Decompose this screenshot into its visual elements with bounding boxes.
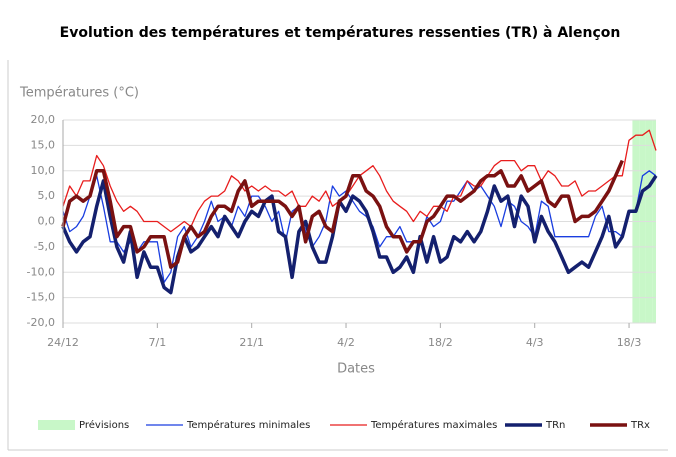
chart-title: Evolution des températures et températur… bbox=[60, 25, 621, 41]
x-tick-label: 21/1 bbox=[239, 336, 264, 349]
x-tick-label: 24/12 bbox=[47, 336, 79, 349]
grid bbox=[63, 119, 656, 324]
x-tick-label: 4/2 bbox=[337, 336, 355, 349]
series-line bbox=[61, 174, 658, 295]
legend-label: Prévisions bbox=[79, 419, 129, 431]
series-line bbox=[61, 159, 624, 269]
legend-label: TRn bbox=[545, 420, 565, 431]
y-tick-label: -20,0 bbox=[27, 316, 55, 329]
series-line bbox=[62, 170, 657, 284]
legend-label: Températures minimales bbox=[186, 419, 310, 431]
y-tick-label: -10,0 bbox=[27, 265, 55, 278]
y-tick-label: 20,0 bbox=[31, 113, 56, 126]
x-tick-label: 18/2 bbox=[428, 336, 453, 349]
y-tick-label: 0,0 bbox=[38, 215, 56, 228]
legend-label: Températures maximales bbox=[370, 419, 497, 431]
y-tick-label: -15,0 bbox=[27, 291, 55, 304]
x-tick-label: 4/3 bbox=[526, 336, 544, 349]
y-axis-label: Températures (°C) bbox=[19, 86, 139, 101]
y-tick-label: 5,0 bbox=[38, 189, 56, 202]
x-tick-label: 7/1 bbox=[148, 336, 166, 349]
legend-label: TRx bbox=[630, 420, 650, 431]
y-tick-label: 15,0 bbox=[31, 138, 56, 151]
lines bbox=[61, 129, 658, 295]
y-tick-label: 10,0 bbox=[31, 164, 56, 177]
x-axis-label: Dates bbox=[337, 362, 375, 377]
legend-swatch bbox=[38, 420, 75, 430]
y-tick-label: -5,0 bbox=[34, 240, 55, 253]
x-tick-label: 18/3 bbox=[617, 336, 642, 349]
